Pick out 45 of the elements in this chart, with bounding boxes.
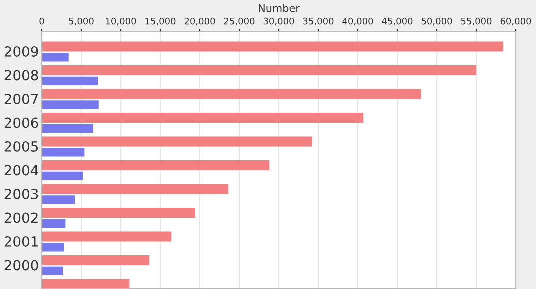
x-tick-label: 60,000 — [500, 18, 532, 26]
y-tick-label: 2003 — [4, 188, 38, 200]
x-tick-label: 20,000 — [184, 18, 216, 26]
bar — [42, 256, 150, 266]
bar — [42, 219, 66, 228]
x-tick-label: 40,000 — [342, 18, 374, 26]
x-tick-label: 45,000 — [382, 18, 413, 26]
bar — [42, 89, 422, 100]
bar — [42, 196, 76, 204]
x-tick-label: 30,000 — [264, 18, 294, 26]
bar — [42, 232, 172, 242]
x-axis-title: Number — [259, 4, 300, 12]
x-tick-label: 55,000 — [461, 18, 492, 26]
bar — [42, 100, 99, 110]
bar — [42, 65, 476, 76]
x-tick-label: 0 — [40, 18, 44, 25]
x-tick-label: 15,000 — [146, 18, 176, 26]
bar — [42, 243, 64, 252]
bar — [42, 279, 130, 289]
x-tick-label: 10,000 — [106, 18, 136, 26]
y-tick-label: 2002 — [4, 212, 38, 224]
bar — [42, 208, 196, 218]
y-tick-label: 2006 — [4, 118, 38, 128]
y-tick-label: 2007 — [4, 94, 38, 104]
bar — [42, 112, 364, 123]
bar — [42, 42, 504, 52]
bar — [42, 184, 228, 194]
y-tick-label: 2004 — [4, 165, 38, 176]
x-tick-label: 25,000 — [224, 18, 255, 26]
bar — [42, 160, 270, 170]
bar — [42, 124, 94, 133]
y-tick-label: 2000 — [4, 260, 38, 271]
bar — [42, 148, 85, 157]
bar — [42, 172, 84, 180]
y-tick-label: 2009 — [4, 46, 38, 57]
x-tick-label: 5,000 — [69, 18, 94, 26]
bar — [42, 266, 64, 276]
y-tick-label: 2008 — [4, 70, 38, 81]
x-tick-label: 50,000 — [422, 18, 452, 26]
bar — [42, 136, 312, 147]
bar — [42, 76, 98, 86]
y-tick-label: 2001 — [4, 236, 38, 247]
x-tick-label: 35,000 — [303, 18, 334, 26]
bar — [42, 53, 69, 62]
y-tick-label: 2005 — [4, 141, 38, 152]
